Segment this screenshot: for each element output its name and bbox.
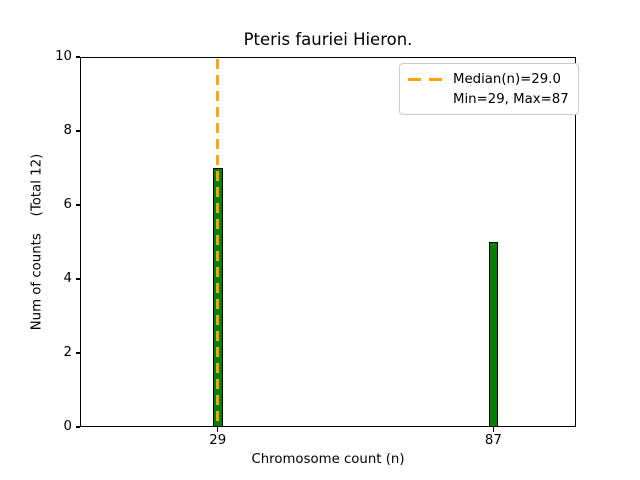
y-tick-label: 8 — [63, 123, 72, 138]
y-tick-mark — [76, 56, 80, 58]
legend-label-median: Median(n)=29.0 — [453, 71, 561, 87]
y-tick-label: 4 — [63, 271, 72, 286]
y-tick-mark — [76, 352, 80, 354]
median-dashed-line-icon — [408, 77, 442, 81]
legend-entry-median: Median(n)=29.0 — [408, 69, 569, 89]
x-tick-mark — [217, 427, 219, 432]
bar-n87 — [488, 242, 499, 427]
y-tick-mark — [76, 130, 80, 132]
y-axis-label: Num of counts (Total 12) — [29, 153, 45, 331]
chart-title: Pteris fauriei Hieron. — [243, 30, 413, 49]
y-tick-label: 0 — [63, 419, 72, 434]
y-tick-mark — [76, 278, 80, 280]
x-tick-label: 29 — [209, 433, 227, 448]
y-tick-mark — [76, 426, 80, 428]
x-tick-mark — [492, 427, 494, 432]
y-tick-label: 2 — [63, 345, 72, 360]
median-line — [216, 59, 220, 427]
y-tick-mark — [76, 204, 80, 206]
y-tick-label: 6 — [63, 197, 72, 212]
legend-spacer — [408, 98, 442, 101]
x-tick-label: 87 — [484, 433, 502, 448]
legend-entry-minmax: Min=29, Max=87 — [408, 89, 569, 109]
legend-label-minmax: Min=29, Max=87 — [453, 91, 569, 107]
legend: Median(n)=29.0 Min=29, Max=87 — [399, 63, 579, 115]
x-axis-label: Chromosome count (n) — [251, 452, 405, 467]
y-tick-label: 10 — [55, 49, 72, 64]
